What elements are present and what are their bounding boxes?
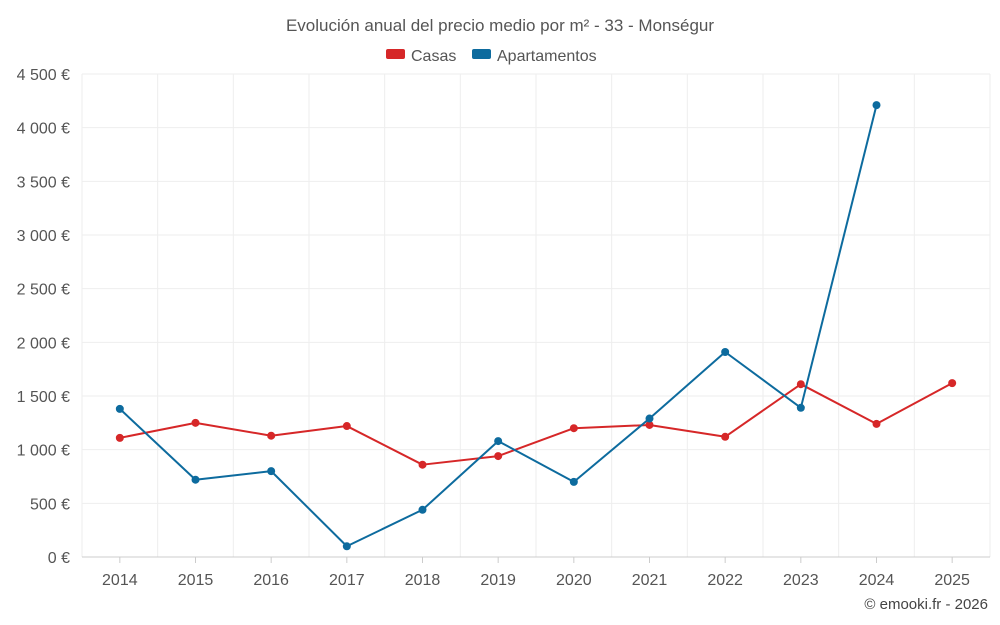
data-point-apartamentos[interactable] xyxy=(494,437,503,446)
legend-label-apartamentos: Apartamentos xyxy=(497,48,597,65)
chart-title: Evolución anual del precio medio por m² … xyxy=(286,16,714,35)
y-tick-label: 4 500 € xyxy=(17,67,70,84)
data-point-apartamentos[interactable] xyxy=(721,347,730,356)
x-axis-ticks: 2014 2015 2016 2017 2018 2019 2020 2021 2022 2023… xyxy=(102,557,970,589)
x-tick-label: 2015 xyxy=(178,572,214,589)
data-point-apartamentos[interactable] xyxy=(645,414,654,423)
y-tick-label: 1 500 € xyxy=(17,389,70,406)
data-point-apartamentos[interactable] xyxy=(191,475,200,484)
data-point-casas[interactable] xyxy=(569,424,578,433)
data-point-casas[interactable] xyxy=(948,379,957,388)
x-tick-label: 2024 xyxy=(859,572,895,589)
y-tick-label: 1 000 € xyxy=(17,443,70,460)
y-tick-label: 0 € xyxy=(48,550,70,567)
data-point-apartamentos[interactable] xyxy=(872,101,881,110)
data-point-casas[interactable] xyxy=(494,452,503,461)
x-tick-label: 2016 xyxy=(253,572,289,589)
x-tick-label: 2014 xyxy=(102,572,138,589)
legend-swatch-casas xyxy=(386,49,405,59)
x-tick-label: 2023 xyxy=(783,572,819,589)
series xyxy=(115,101,957,551)
x-tick-label: 2017 xyxy=(329,572,365,589)
data-point-apartamentos[interactable] xyxy=(418,505,427,514)
data-point-casas[interactable] xyxy=(267,431,276,440)
x-tick-label: 2021 xyxy=(632,572,668,589)
data-point-apartamentos[interactable] xyxy=(267,467,276,476)
series-apartamentos xyxy=(115,101,881,551)
legend-item-apartamentos[interactable]: Apartamentos xyxy=(472,48,597,65)
x-tick-label: 2025 xyxy=(934,572,970,589)
legend-swatch-apartamentos xyxy=(472,49,491,59)
data-point-casas[interactable] xyxy=(191,418,200,427)
legend-item-casas[interactable]: Casas xyxy=(386,48,456,65)
data-point-casas[interactable] xyxy=(872,419,881,428)
series-line-casas xyxy=(119,382,953,466)
data-point-casas[interactable] xyxy=(796,380,805,389)
data-point-apartamentos[interactable] xyxy=(342,542,351,551)
credit: © emooki.fr - 2026 xyxy=(864,596,988,613)
legend-label-casas: Casas xyxy=(411,48,456,65)
legend: Casas Apartamentos xyxy=(386,48,597,65)
grid xyxy=(81,73,991,557)
data-point-casas[interactable] xyxy=(645,420,654,429)
data-point-casas[interactable] xyxy=(418,460,427,469)
series-casas xyxy=(115,379,957,469)
data-point-apartamentos[interactable] xyxy=(569,477,578,486)
data-point-apartamentos[interactable] xyxy=(115,404,124,413)
x-tick-label: 2022 xyxy=(707,572,743,589)
data-point-casas[interactable] xyxy=(115,433,124,442)
y-tick-label: 3 500 € xyxy=(17,174,70,191)
data-point-casas[interactable] xyxy=(721,432,730,441)
y-tick-label: 2 500 € xyxy=(17,282,70,299)
y-tick-label: 500 € xyxy=(30,496,70,513)
data-point-casas[interactable] xyxy=(342,422,351,431)
y-tick-label: 3 000 € xyxy=(17,228,70,245)
data-point-apartamentos[interactable] xyxy=(796,403,805,412)
x-tick-label: 2018 xyxy=(405,572,441,589)
y-tick-label: 4 000 € xyxy=(17,121,70,138)
y-tick-label: 2 000 € xyxy=(17,335,70,352)
x-tick-label: 2019 xyxy=(480,572,516,589)
x-tick-label: 2020 xyxy=(556,572,592,589)
y-axis-ticks: 0 € 500 € 1 000 € 1 500 € 2 000 € 2 500 € 3 00… xyxy=(17,67,70,567)
